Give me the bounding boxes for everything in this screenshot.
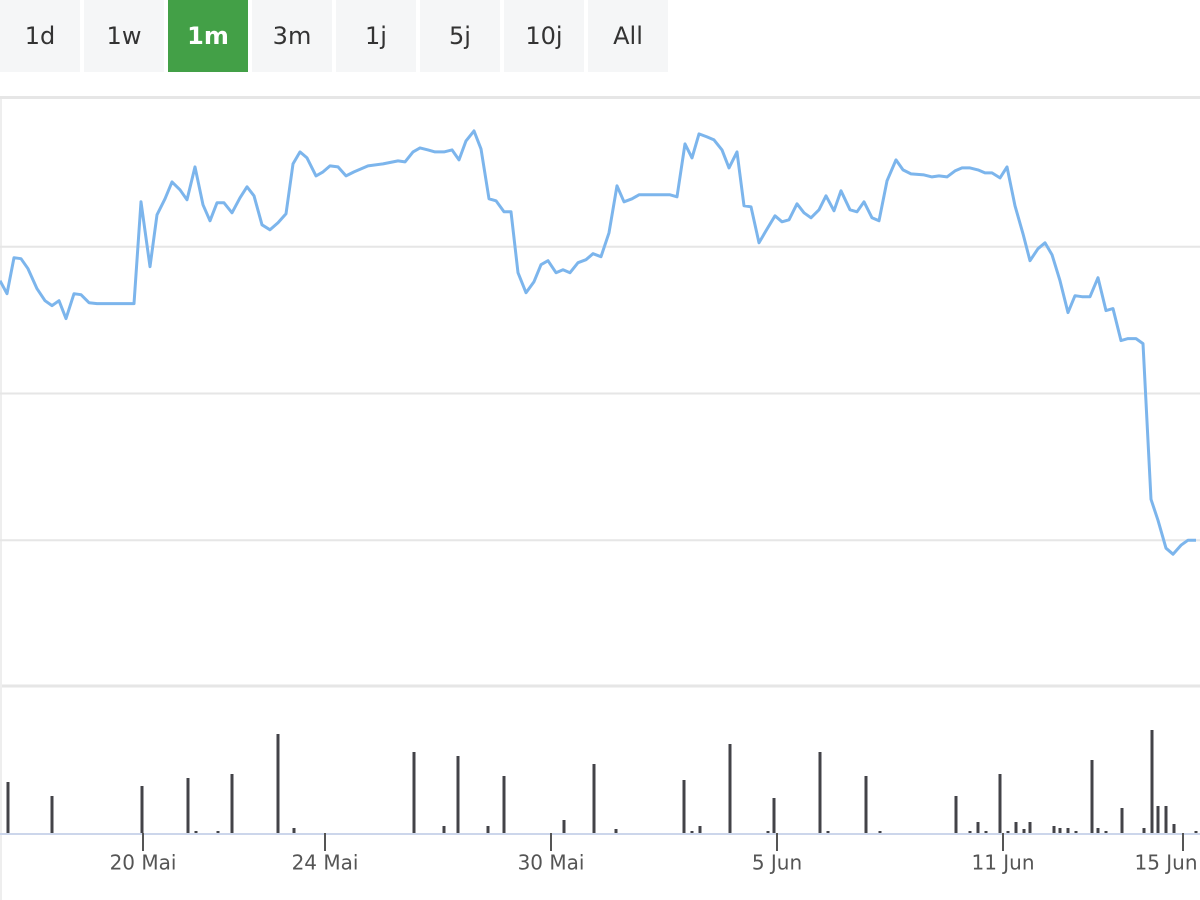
volume-bar [562, 820, 566, 833]
volume-bar [1172, 824, 1176, 833]
volume-bar [1052, 826, 1056, 833]
volume-bar [442, 826, 446, 833]
volume-bar [1022, 829, 1026, 833]
volume-bar [1164, 806, 1168, 833]
volume-bar [976, 822, 980, 833]
volume-bar [766, 831, 770, 833]
volume-bar [186, 778, 190, 833]
volume-bar [698, 826, 702, 833]
volume-bar [728, 744, 732, 833]
x-tick-label: 24 Mai [292, 851, 359, 875]
volume-bar [140, 786, 144, 833]
x-tick-label: 30 Mai [518, 851, 585, 875]
volume-bar [194, 831, 198, 833]
volume-bar [216, 831, 220, 833]
volume-bar [1014, 822, 1018, 833]
volume-bar [1194, 831, 1198, 833]
volume-bar [878, 831, 882, 833]
range-button[interactable]: 1w [84, 0, 164, 72]
volume-bar [984, 831, 988, 833]
volume-bar [1104, 831, 1108, 833]
volume-bar [690, 831, 694, 833]
volume-bar [826, 831, 830, 833]
price-line [0, 129, 1196, 556]
volume-bar [682, 780, 686, 833]
volume-bar [954, 796, 958, 833]
volume-bar [1066, 828, 1070, 833]
x-tick-label: 15 Jun [1134, 851, 1197, 875]
volume-bar [1096, 828, 1100, 833]
volume-bar [864, 776, 868, 833]
volume-bar [818, 752, 822, 833]
volume-bar [1006, 831, 1010, 833]
volume-bar [1156, 806, 1160, 833]
volume-bar [6, 782, 10, 833]
range-button[interactable]: 1m [168, 0, 248, 72]
volume-bar [1028, 822, 1032, 833]
x-tick-label: 11 Jun [971, 851, 1034, 875]
volume-bar [502, 776, 506, 833]
range-button[interactable]: 5j [420, 0, 500, 72]
range-button[interactable]: 1j [336, 0, 416, 72]
volume-bar [292, 828, 296, 833]
range-button[interactable]: All [588, 0, 668, 72]
volume-bar [276, 734, 280, 833]
volume-bar [486, 826, 490, 833]
x-tick-label: 5 Jun [752, 851, 802, 875]
volume-bar [1120, 808, 1124, 833]
volume-bar [1074, 831, 1078, 833]
x-tick-label: 20 Mai [110, 851, 177, 875]
range-button[interactable]: 3m [252, 0, 332, 72]
volume-bar [998, 774, 1002, 833]
volume-bar [1142, 828, 1146, 833]
volume-bar [1150, 730, 1154, 833]
volume-bar [614, 829, 618, 833]
volume-bar [456, 756, 460, 833]
volume-bar [1058, 828, 1062, 833]
range-button[interactable]: 1d [0, 0, 80, 72]
volume-bar [592, 764, 596, 833]
range-button[interactable]: 10j [504, 0, 584, 72]
volume-bar [412, 752, 416, 833]
volume-bar [50, 796, 54, 833]
volume-bar [772, 798, 776, 833]
volume-bar [1090, 760, 1094, 833]
volume-bar [230, 774, 234, 833]
volume-bar [968, 831, 972, 833]
